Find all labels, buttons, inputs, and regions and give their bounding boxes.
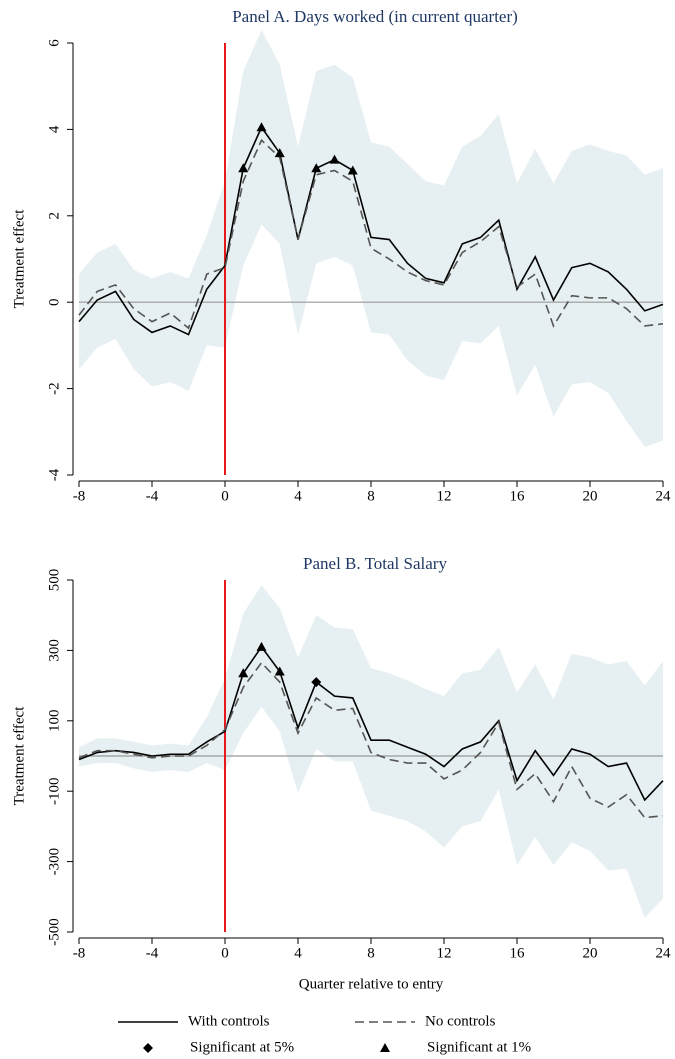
y-tick-label: 4 xyxy=(46,125,62,133)
effect-line xyxy=(78,125,664,336)
significance-marker xyxy=(274,666,285,676)
x-tick-label: 24 xyxy=(656,945,672,961)
y-tick-label: 100 xyxy=(46,710,62,733)
x-tick-label: 8 xyxy=(367,945,375,961)
legend-label: Significant at 5% xyxy=(190,1039,294,1055)
y-axis-label: Treatment effect xyxy=(11,209,27,309)
x-tick-label: -4 xyxy=(146,945,159,961)
chart-title: Panel B. Total Salary xyxy=(303,554,447,573)
y-tick-label: -500 xyxy=(46,918,62,946)
confidence-band xyxy=(79,30,663,447)
x-tick-label: 4 xyxy=(294,945,302,961)
y-tick-label: 6 xyxy=(46,39,62,47)
x-tick-label: 16 xyxy=(510,945,526,961)
x-tick-label: -8 xyxy=(73,945,86,961)
chart-title: Panel A. Days worked (in current quarter… xyxy=(232,7,518,26)
x-tick-label: 0 xyxy=(221,945,229,961)
significance-marker xyxy=(347,165,358,175)
y-tick-label: 500 xyxy=(46,569,62,592)
significance-marker xyxy=(256,122,267,132)
y-axis-label: Treatment effect xyxy=(11,706,27,806)
x-tick-label: 4 xyxy=(294,488,302,504)
effect-line xyxy=(78,645,664,802)
x-tick-label: 12 xyxy=(437,488,452,504)
x-tick-label: 16 xyxy=(510,488,526,504)
x-tick-label: 8 xyxy=(367,488,375,504)
legend-label: No controls xyxy=(425,1013,496,1029)
significance-marker xyxy=(311,677,322,688)
y-tick-label: -100 xyxy=(46,777,62,805)
x-tick-label: 12 xyxy=(437,945,452,961)
y-tick-label: -4 xyxy=(46,468,62,481)
y-tick-label: 2 xyxy=(46,212,62,220)
significance-marker xyxy=(311,163,322,173)
x-tick-label: -4 xyxy=(146,488,159,504)
legend-marker xyxy=(380,1043,390,1052)
significance-marker xyxy=(238,163,249,173)
x-tick-label: 0 xyxy=(221,488,229,504)
y-tick-label: 0 xyxy=(46,298,62,306)
significance-marker xyxy=(238,668,249,678)
y-tick-label: -300 xyxy=(46,848,62,876)
y-tick-label: 300 xyxy=(46,639,62,662)
x-tick-label: -8 xyxy=(73,488,86,504)
x-tick-label: 20 xyxy=(583,488,598,504)
effect-line xyxy=(78,661,664,819)
legend-label: Significant at 1% xyxy=(427,1039,531,1055)
significance-marker xyxy=(329,154,340,164)
significance-marker xyxy=(274,148,285,158)
y-tick-label: -2 xyxy=(46,382,62,395)
x-tick-label: 20 xyxy=(583,945,598,961)
significance-marker xyxy=(256,641,267,651)
x-axis-label: Quarter relative to entry xyxy=(299,976,444,992)
x-tick-label: 24 xyxy=(656,488,672,504)
legend-label: With controls xyxy=(188,1013,270,1029)
effect-line xyxy=(78,138,664,330)
legend-marker xyxy=(143,1043,153,1053)
